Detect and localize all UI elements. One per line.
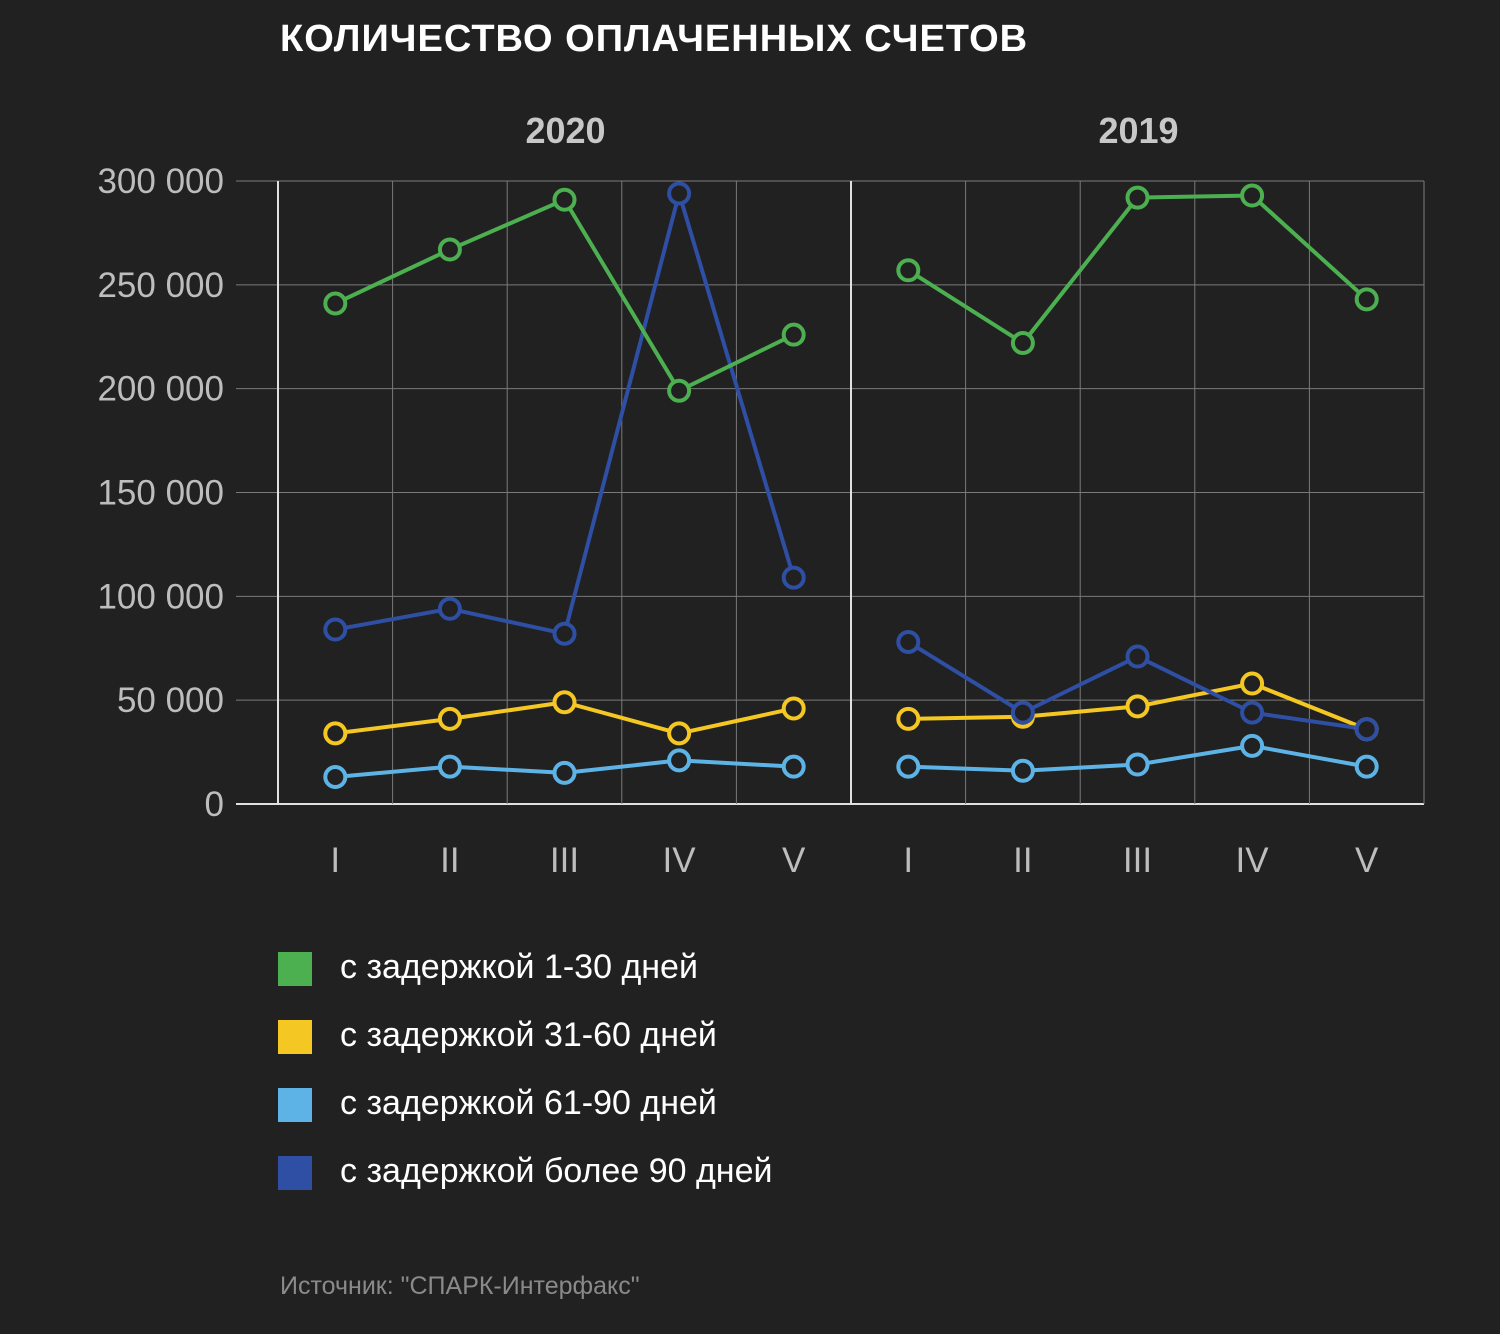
- data-point: [1125, 752, 1150, 777]
- x-tick-label: I: [903, 841, 913, 880]
- data-point: [1125, 185, 1150, 210]
- data-point: [323, 765, 348, 790]
- x-tick-label: IV: [1236, 841, 1270, 880]
- data-point: [1354, 754, 1379, 779]
- x-tick-label: III: [1123, 841, 1152, 880]
- data-point: [1125, 694, 1150, 719]
- y-tick-label: 200 000: [97, 370, 224, 409]
- source-note: Источник: "СПАРК-Интерфакс": [280, 1272, 640, 1300]
- series-line: [907, 193, 1369, 345]
- data-point: [552, 760, 577, 785]
- data-point: [1240, 183, 1265, 208]
- x-tick-label: IV: [663, 841, 697, 880]
- data-point: [896, 706, 921, 731]
- data-point: [1010, 700, 1035, 725]
- data-point: [1010, 758, 1035, 783]
- x-tick-label: V: [782, 841, 806, 880]
- data-point: [437, 596, 462, 621]
- y-tick-label: 150 000: [97, 474, 224, 513]
- data-point: [1354, 287, 1379, 312]
- data-point: [896, 754, 921, 779]
- data-point: [896, 258, 921, 283]
- data-point: [1240, 700, 1265, 725]
- x-tick-label: II: [1013, 841, 1032, 880]
- x-tick-label: I: [330, 841, 340, 880]
- data-point: [437, 237, 462, 262]
- data-point: [667, 748, 692, 773]
- data-point: [323, 291, 348, 316]
- data-point: [1240, 671, 1265, 696]
- legend-label: с задержкой 1-30 дней: [340, 948, 698, 986]
- line-chart: 0 50 000 100 000 150 000 200 000 250 000 300 0…: [97, 110, 1425, 880]
- legend-label: с задержкой 61-90 дней: [340, 1084, 717, 1122]
- data-point: [552, 621, 577, 646]
- legend-swatch-90-plus: [278, 1156, 312, 1190]
- x-tick-label: III: [550, 841, 579, 880]
- data-point: [781, 754, 806, 779]
- data-point: [1010, 330, 1035, 355]
- data-point: [781, 322, 806, 347]
- data-point: [552, 187, 577, 212]
- legend-swatch-31-60: [278, 1020, 312, 1054]
- data-point: [667, 721, 692, 746]
- legend-swatch-61-90: [278, 1088, 312, 1122]
- data-point: [323, 721, 348, 746]
- data-point: [1354, 717, 1379, 742]
- y-tick-label: 50 000: [117, 681, 224, 720]
- data-point: [437, 706, 462, 731]
- y-tick-label: 0: [205, 785, 224, 824]
- series-line: [334, 191, 796, 636]
- data-point: [781, 696, 806, 721]
- data-point: [1240, 733, 1265, 758]
- x-tick-label: II: [440, 841, 459, 880]
- legend-swatch-1-30: [278, 952, 312, 986]
- legend-label: с задержкой 31-60 дней: [340, 1016, 717, 1054]
- panel-title: 2019: [1098, 110, 1178, 151]
- chart-title: КОЛИЧЕСТВО ОПЛАЧЕННЫХ СЧЕТОВ: [280, 18, 1029, 60]
- data-point: [1125, 644, 1150, 669]
- data-point: [896, 630, 921, 655]
- y-tick-label: 250 000: [97, 266, 224, 305]
- legend-label: с задержкой более 90 дней: [340, 1152, 773, 1190]
- x-tick-label: V: [1355, 841, 1379, 880]
- y-tick-label: 300 000: [97, 162, 224, 201]
- data-point: [667, 181, 692, 206]
- y-tick-label: 100 000: [97, 577, 224, 616]
- data-point: [552, 690, 577, 715]
- panel-title: 2020: [525, 110, 605, 151]
- data-point: [781, 565, 806, 590]
- data-point: [323, 617, 348, 642]
- data-point: [667, 378, 692, 403]
- series-line: [334, 197, 795, 393]
- data-point: [437, 754, 462, 779]
